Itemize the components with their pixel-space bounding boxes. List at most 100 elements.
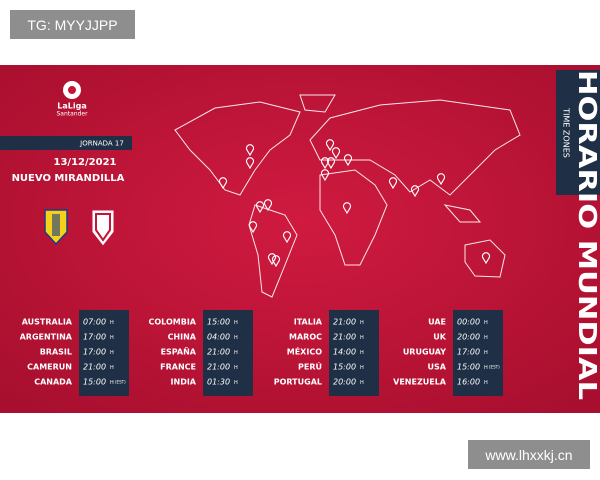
country: BRASIL <box>40 348 72 357</box>
time-unit: H <box>484 335 488 341</box>
map-pin <box>481 252 491 265</box>
map-pin <box>218 177 228 190</box>
match-venue: NUEVO MIRANDILLA <box>12 173 125 184</box>
map-pin <box>245 144 255 157</box>
time: 21:00 <box>83 363 106 372</box>
time: 20:00 <box>457 333 480 342</box>
time: 17:00 <box>83 348 106 357</box>
time-unit: H <box>110 320 114 326</box>
time-unit: H <box>360 380 364 386</box>
side-title: HORARIO MUNDIAL <box>573 70 600 400</box>
country: ITALIA <box>294 318 323 327</box>
country: ESPAÑA <box>161 347 197 357</box>
map-pin <box>248 221 258 234</box>
time-unit: H <box>360 350 364 356</box>
time-unit: H <box>484 350 488 356</box>
country: CAMERUN <box>27 363 72 372</box>
map-pin <box>342 202 352 215</box>
time: 15:00 <box>457 363 480 372</box>
time-unit: H <box>110 365 114 371</box>
time-unit: H <box>484 365 488 371</box>
time: 21:00 <box>207 348 230 357</box>
time: 15:00 <box>83 378 106 387</box>
country: CHINA <box>168 333 197 342</box>
time-unit: H <box>360 320 364 326</box>
map-pin <box>326 157 336 170</box>
time-unit: H <box>484 380 488 386</box>
time-unit: H <box>234 335 238 341</box>
time-unit: H <box>360 365 364 371</box>
logo-sponsor: Santander <box>56 111 88 118</box>
time-unit: H <box>234 365 238 371</box>
map-pin <box>282 231 292 244</box>
time: 21:00 <box>333 333 356 342</box>
map-pin <box>267 253 277 266</box>
country: UAE <box>428 318 446 327</box>
logo-icon-center <box>68 86 76 94</box>
country: MAROC <box>289 333 322 342</box>
map-pin <box>410 185 420 198</box>
time-zone: (EST) <box>489 365 500 370</box>
time: 17:00 <box>457 348 480 357</box>
time-box <box>329 310 379 396</box>
map-pin <box>388 177 398 190</box>
time-unit: H <box>234 380 238 386</box>
schedule: AUSTRALIA 07:00 H ARGENTINA 17:00 H BRASIL 17:0… <box>20 310 503 396</box>
country: ARGENTINA <box>20 333 73 342</box>
time: 07:00 <box>83 318 106 327</box>
time: 21:00 <box>207 363 230 372</box>
time: 15:00 <box>207 318 230 327</box>
time: 20:00 <box>333 378 356 387</box>
country: URUGUAY <box>403 348 446 357</box>
home-crest-stripe <box>52 214 60 236</box>
map-pin <box>320 169 330 182</box>
time: 04:00 <box>207 333 230 342</box>
time-unit: H <box>360 335 364 341</box>
country: FRANCE <box>160 363 196 372</box>
time: 21:00 <box>333 318 356 327</box>
watermark-bottom: www.lhxxkj.cn <box>468 440 590 469</box>
away-crest <box>91 209 115 247</box>
map-pin <box>245 157 255 170</box>
map-pin <box>343 154 353 167</box>
world-map <box>174 94 521 298</box>
country: CANADA <box>34 378 73 387</box>
map-pin <box>271 255 281 268</box>
time: 00:00 <box>457 318 480 327</box>
country: PORTUGAL <box>274 378 322 387</box>
time-unit: H <box>234 320 238 326</box>
time: 17:00 <box>83 333 106 342</box>
logo-brand: LaLiga <box>57 102 86 111</box>
time: 15:00 <box>333 363 356 372</box>
time-unit: H <box>110 335 114 341</box>
time-zone: (EST) <box>115 380 126 385</box>
watermark-top: TG: MYYJJPP <box>10 10 135 39</box>
country: VENEZUELA <box>393 378 447 387</box>
country: INDIA <box>171 378 197 387</box>
map-pin <box>263 199 273 212</box>
time: 01:30 <box>207 378 230 387</box>
time-box <box>203 310 253 396</box>
map-pin <box>331 147 341 160</box>
country: AUSTRALIA <box>22 318 73 327</box>
map-pin <box>255 201 265 214</box>
time: 14:00 <box>333 348 356 357</box>
time-box <box>453 310 503 396</box>
away-crest-inner <box>95 213 111 242</box>
map-pin <box>436 173 446 186</box>
map-pins <box>218 139 491 268</box>
country: UK <box>433 333 446 342</box>
country: PERÚ <box>298 361 322 372</box>
time-unit: H <box>234 350 238 356</box>
country: COLOMBIA <box>148 318 196 327</box>
country: MÉXICO <box>287 346 322 357</box>
side-subtitle: TIME ZONES <box>562 107 571 158</box>
time-box <box>79 310 129 396</box>
time-unit: H <box>110 380 114 386</box>
map-pin <box>325 139 335 152</box>
match-date: 13/12/2021 <box>54 157 117 168</box>
round-bar <box>0 136 132 150</box>
time-unit: H <box>110 350 114 356</box>
